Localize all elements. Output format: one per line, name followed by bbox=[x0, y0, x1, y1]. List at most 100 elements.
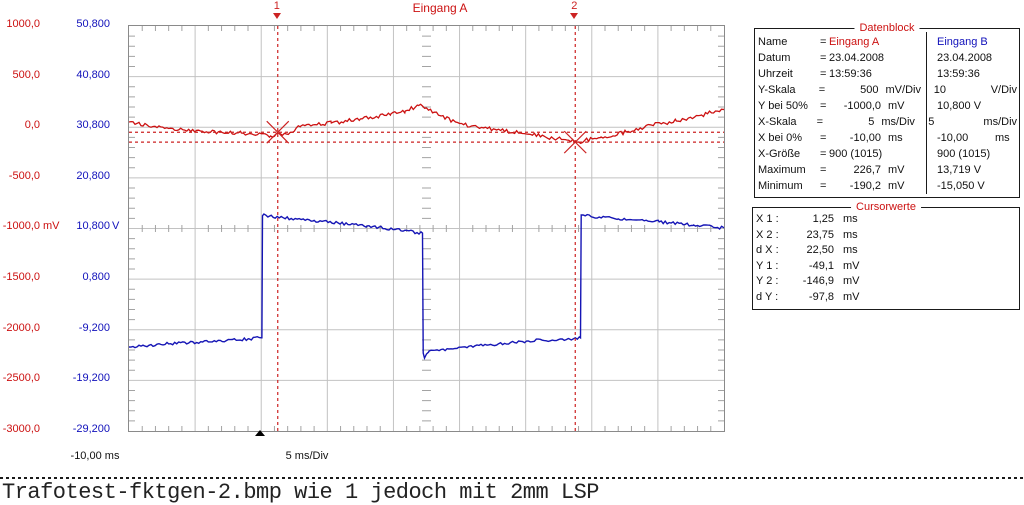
annotation-text: Trafotest-fktgen-2.bmp wie 1 jedoch mit … bbox=[2, 480, 600, 505]
db-value-a: Eingang A bbox=[829, 36, 880, 48]
db-eq: = bbox=[820, 148, 827, 160]
cursor-1-marker-icon[interactable] bbox=[272, 13, 281, 19]
cw-value: -49,1 bbox=[808, 259, 834, 272]
x-axis-start-label: -10,00 ms bbox=[70, 450, 120, 462]
y-tick-label-blue: 0,800 bbox=[82, 271, 110, 283]
y-tick-label-blue: -29,200 bbox=[72, 423, 110, 435]
db-value-b: 13,719 V bbox=[937, 164, 982, 176]
db-value-a: 226,7 bbox=[853, 164, 881, 176]
db-value-b: 10 bbox=[933, 84, 946, 96]
cursor-2-cross-icon[interactable] bbox=[563, 130, 587, 154]
db-eq: = bbox=[820, 100, 827, 112]
cursor-2-marker-icon[interactable] bbox=[570, 13, 579, 19]
plot-title: Eingang A bbox=[412, 1, 468, 15]
datenblock-title: Datenblock bbox=[854, 22, 920, 34]
db-label: X bei 0% bbox=[758, 132, 803, 144]
db-unit-a bbox=[888, 146, 926, 162]
y-tick-label-red: 500,0 bbox=[12, 69, 40, 81]
db-eq: = bbox=[820, 36, 827, 48]
cw-unit: ms bbox=[843, 228, 858, 241]
db-value-b: 13:59:36 bbox=[937, 68, 980, 80]
db-value-a: 5 bbox=[868, 116, 875, 128]
y-axis-unit-blue: V bbox=[112, 220, 120, 232]
y-tick-label-blue: 20,800 bbox=[76, 170, 110, 182]
db-unit-a bbox=[888, 34, 926, 50]
cursor-1-cross-icon[interactable] bbox=[266, 120, 290, 144]
cw-value: -146,9 bbox=[802, 275, 834, 287]
db-eq: = bbox=[818, 84, 826, 96]
db-unit-a: mV bbox=[888, 164, 905, 176]
cw-value: 1,25 bbox=[812, 213, 834, 225]
db-unit-b: ms bbox=[995, 132, 1010, 144]
db-value-a: -10,00 bbox=[849, 132, 881, 144]
cursor-lines-layer[interactable] bbox=[129, 26, 724, 431]
db-unit-a: mV bbox=[888, 100, 905, 112]
y-tick-label-red: 0,0 bbox=[24, 119, 40, 131]
db-unit-b: ms/Div bbox=[983, 116, 1018, 128]
datenblock-row: X-Größe = 900 (1015) 900 (1015) bbox=[758, 146, 1017, 162]
cursorwerte-row: X 1 : 1,25 ms bbox=[756, 212, 1017, 228]
y-tick-label-blue: -9,200 bbox=[78, 322, 110, 334]
cw-label: X 2 : bbox=[756, 228, 779, 241]
datenblock-rows: Name = Eingang A Eingang B Datum = 23.04.2008… bbox=[758, 34, 1017, 194]
cursor-2-label[interactable]: 2 bbox=[571, 0, 578, 12]
y-tick-label-red: -2000,0 bbox=[2, 322, 40, 334]
db-eq: = bbox=[820, 132, 827, 144]
cursorwerte-row: Y 2 : -146,9 mV bbox=[756, 274, 1017, 290]
grid-layer bbox=[129, 26, 724, 431]
separator-line bbox=[0, 477, 1024, 479]
db-label: Name bbox=[758, 36, 788, 48]
db-label: Y bei 50% bbox=[758, 100, 808, 112]
db-label: Maximum bbox=[758, 164, 806, 176]
cw-label: d Y : bbox=[756, 290, 779, 303]
db-unit-a: ms/Div bbox=[881, 116, 915, 128]
datenblock-row: X bei 0% = -10,00 ms -10,00 ms bbox=[758, 130, 1017, 146]
db-label: X-Größe bbox=[758, 148, 801, 160]
y-tick-label-blue: -19,200 bbox=[72, 372, 110, 384]
datenblock-row: Y-Skala = 500 mV/Div 10 V/Div bbox=[758, 82, 1017, 98]
cw-label: X 1 : bbox=[756, 213, 779, 225]
db-unit-a: mV bbox=[888, 180, 905, 192]
db-value-b: -15,050 V bbox=[937, 180, 985, 192]
cw-label: Y 1 : bbox=[756, 259, 779, 272]
datenblock-row: Minimum = -190,2 mV -15,050 V bbox=[758, 178, 1017, 194]
trace-eingang-b bbox=[128, 213, 725, 361]
y-tick-label-red: -3000,0 bbox=[2, 423, 40, 435]
cw-value: 22,50 bbox=[806, 244, 834, 256]
db-value-b: -10,00 bbox=[937, 132, 969, 144]
cursorwerte-row: X 2 : 23,75 ms bbox=[756, 228, 1017, 244]
cursor-1-label[interactable]: 1 bbox=[273, 0, 280, 12]
y-tick-label-blue: 30,800 bbox=[76, 119, 110, 131]
db-unit-a: ms bbox=[888, 132, 903, 144]
waveform-plot-area[interactable] bbox=[128, 25, 725, 432]
db-value-a: 900 (1015) bbox=[829, 148, 883, 160]
cw-unit: ms bbox=[843, 244, 858, 256]
datenblock-row: Maximum = 226,7 mV 13,719 V bbox=[758, 162, 1017, 178]
cursorwerte-row: Y 1 : -49,1 mV bbox=[756, 259, 1017, 275]
y-tick-label-red: -500,0 bbox=[8, 170, 40, 182]
db-eq: = bbox=[820, 180, 827, 192]
trace-eingang-b bbox=[128, 213, 725, 361]
trigger-position-icon[interactable] bbox=[255, 430, 266, 436]
db-unit-b: V/Div bbox=[990, 84, 1017, 96]
db-value-b: 23.04.2008 bbox=[937, 52, 993, 64]
db-eq: = bbox=[820, 52, 827, 64]
y-tick-label-blue: 40,800 bbox=[76, 69, 110, 81]
y-tick-label-blue: 50,800 bbox=[76, 18, 110, 30]
db-value-b: 10,800 V bbox=[937, 100, 982, 112]
y-axis-unit-red: mV bbox=[43, 220, 60, 232]
cw-unit: ms bbox=[843, 213, 858, 225]
datenblock-row: Y bei 50% = -1000,0 mV 10,800 V bbox=[758, 98, 1017, 114]
db-eq: = bbox=[820, 164, 827, 176]
db-value-a: 23.04.2008 bbox=[829, 52, 885, 64]
db-value-a: 500 bbox=[860, 84, 879, 96]
cw-label: d X : bbox=[756, 244, 779, 256]
y-tick-label-red: -2500,0 bbox=[2, 372, 40, 384]
cw-unit: mV bbox=[843, 275, 860, 287]
y-tick-label-red: -1000,0 bbox=[2, 220, 40, 232]
cursorwerte-row: d Y : -97,8 mV bbox=[756, 290, 1017, 306]
cursorwerte-rows: X 1 : 1,25 ms X 2 : 23,75 ms d X : 22,50 ms Y … bbox=[756, 212, 1017, 305]
db-unit-a bbox=[888, 66, 926, 82]
cursorwerte-panel: Cursorwerte X 1 : 1,25 ms X 2 : 23,75 ms d X… bbox=[752, 201, 1020, 310]
